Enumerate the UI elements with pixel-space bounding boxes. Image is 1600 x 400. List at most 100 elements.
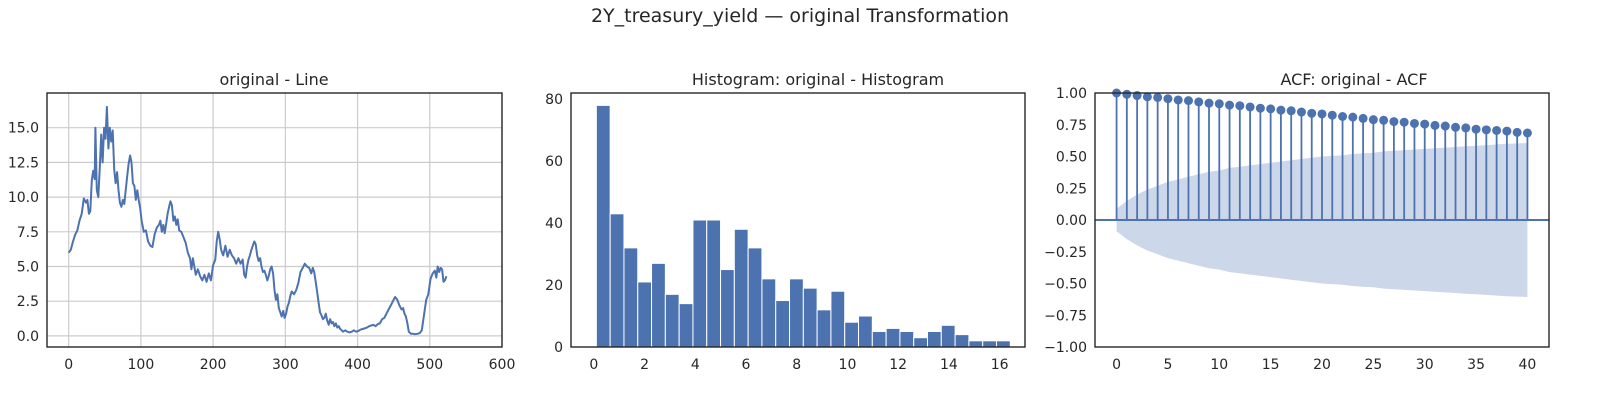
- acf-marker: [1409, 118, 1419, 128]
- histogram-bar: [609, 213, 625, 348]
- histogram-bar: [651, 262, 666, 348]
- histogram-bar: [623, 247, 639, 348]
- acf-marker: [1163, 94, 1173, 104]
- axes-frame: [570, 92, 1026, 348]
- histogram-bar: [940, 324, 956, 348]
- acf-marker: [1471, 124, 1481, 134]
- y-tick-label: −1.00: [1044, 340, 1087, 356]
- acf-marker: [1122, 89, 1132, 99]
- acf-marker: [1368, 115, 1378, 125]
- histogram-bar: [802, 287, 818, 348]
- histogram-bar: [871, 331, 887, 348]
- y-tick-label: 60: [545, 154, 563, 170]
- yield-series-line: [67, 105, 448, 336]
- acf-marker: [1317, 109, 1327, 119]
- x-tick-label: 35: [1467, 357, 1485, 373]
- acf-marker: [1194, 97, 1204, 107]
- histogram-bar: [761, 278, 777, 348]
- acf-marker: [1235, 101, 1245, 111]
- x-tick-label: 0: [589, 357, 598, 373]
- x-tick-label: 6: [742, 357, 751, 373]
- acf-marker: [1307, 108, 1317, 118]
- x-tick-label: 14: [940, 357, 958, 373]
- x-tick-label: 16: [991, 357, 1009, 373]
- acf-marker: [1338, 111, 1348, 121]
- histogram-bar: [954, 334, 970, 348]
- y-tick-label: 0: [554, 340, 563, 356]
- histogram-bar: [995, 340, 1011, 348]
- histogram-bar: [830, 290, 846, 348]
- histogram-bar: [747, 247, 763, 348]
- acf-marker: [1327, 110, 1337, 120]
- y-tick-label: 12.5: [8, 155, 39, 171]
- acf-marker: [1358, 113, 1368, 123]
- histogram-bar: [775, 300, 791, 348]
- histogram-bar: [858, 315, 873, 348]
- x-tick-label: 30: [1416, 357, 1434, 373]
- x-tick-label: 20: [1313, 357, 1331, 373]
- y-tick-label: 0.75: [1056, 118, 1087, 134]
- y-tick-label: −0.75: [1044, 308, 1087, 324]
- histogram-bar: [692, 219, 708, 348]
- acf-marker: [1512, 127, 1522, 137]
- y-tick-label: 40: [545, 216, 563, 232]
- histogram-bar: [733, 228, 749, 348]
- acf-marker: [1522, 128, 1532, 138]
- histogram-bar: [968, 340, 984, 348]
- acf-marker: [1266, 104, 1276, 114]
- histogram-bar: [706, 219, 722, 348]
- x-tick-label: 25: [1364, 357, 1382, 373]
- acf-marker: [1481, 125, 1491, 135]
- line-chart-title: original - Line: [219, 70, 328, 89]
- histogram-bar: [678, 303, 694, 348]
- acf-marker: [1245, 102, 1255, 112]
- x-tick-label: 500: [416, 357, 443, 373]
- histogram-bar: [844, 321, 860, 348]
- acf-marker: [1276, 105, 1286, 115]
- x-tick-label: 200: [200, 357, 227, 373]
- acf-marker: [1255, 103, 1265, 113]
- y-tick-label: 80: [545, 92, 563, 108]
- histogram-bar: [720, 269, 735, 348]
- x-tick-label: 8: [792, 357, 801, 373]
- acf-marker: [1204, 98, 1214, 108]
- x-tick-label: 2: [640, 357, 649, 373]
- acf-marker: [1214, 99, 1224, 109]
- line-chart-panel: original - Line 0 100 200 300 400 500 600 0.0 2.…: [8, 70, 516, 373]
- x-tick-label: 40: [1519, 357, 1537, 373]
- y-tick-label: 2.5: [17, 294, 39, 310]
- x-tick-label: 10: [1210, 357, 1228, 373]
- histogram-bar: [885, 327, 901, 348]
- histogram-bar: [595, 104, 611, 348]
- histogram-bar: [664, 293, 680, 348]
- acf-marker: [1399, 117, 1409, 127]
- x-tick-label: 0: [1112, 357, 1121, 373]
- x-tick-label: 300: [272, 357, 299, 373]
- acf-panel: ACF: original - ACF 0 5 10 15 20 25 30 35 40 −1.0…: [1044, 70, 1550, 373]
- x-tick-label: 400: [344, 357, 371, 373]
- y-tick-label: 10.0: [8, 190, 39, 206]
- y-tick-label: −0.25: [1044, 245, 1087, 261]
- x-tick-label: 5: [1163, 357, 1172, 373]
- histogram-bar: [927, 331, 942, 348]
- acf-marker: [1420, 119, 1430, 129]
- histogram-title: Histogram: original - Histogram: [692, 70, 944, 89]
- acf-title: ACF: original - ACF: [1280, 70, 1427, 89]
- y-tick-label: 15.0: [8, 121, 39, 137]
- x-tick-label: 12: [889, 357, 907, 373]
- y-tick-label: 0.25: [1056, 181, 1087, 197]
- histogram-bar: [899, 331, 915, 348]
- y-tick-label: 5.0: [17, 259, 39, 275]
- histogram-bar: [789, 278, 804, 348]
- acf-marker: [1348, 112, 1358, 122]
- x-tick-label: 0: [64, 357, 73, 373]
- x-tick-label: 600: [489, 357, 516, 373]
- y-tick-label: −0.50: [1044, 277, 1087, 293]
- axes-frame: [46, 92, 503, 348]
- acf-marker: [1296, 107, 1306, 117]
- acf-marker: [1492, 125, 1502, 135]
- acf-marker: [1173, 95, 1183, 105]
- figure-title: 2Y_treasury_yield — original Transformat…: [591, 5, 1009, 27]
